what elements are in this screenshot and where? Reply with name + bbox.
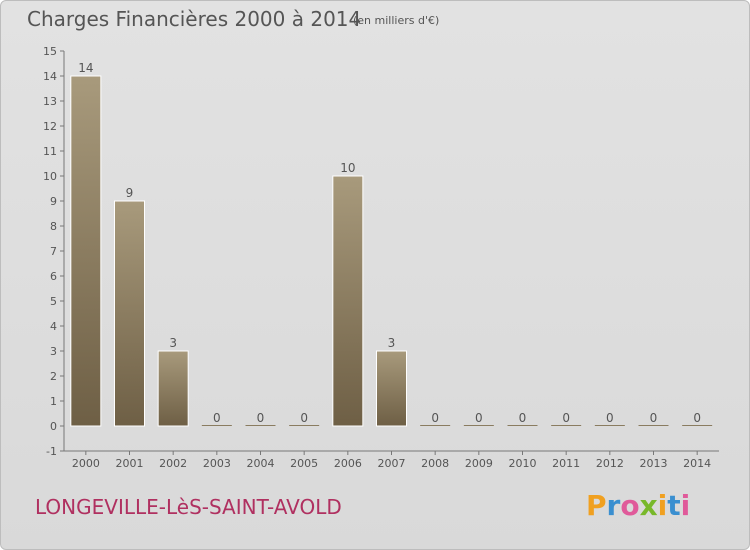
chart-labels: 2000 14 2001 9 2002 3 2003 0 2004 0 2005 0 2006 10 200… xyxy=(72,61,711,470)
logo-letter: i xyxy=(680,489,691,522)
y-tick-label: 11 xyxy=(43,145,57,158)
bar-2010 xyxy=(507,425,538,426)
logo-letter: o xyxy=(620,489,640,522)
y-tick-label: 7 xyxy=(50,245,57,258)
y-tick-label: 12 xyxy=(43,120,57,133)
y-tick-label: 1 xyxy=(50,395,57,408)
data-label-2004: 0 xyxy=(257,411,265,425)
data-label-2008: 0 xyxy=(431,411,439,425)
x-tick-label: 2006 xyxy=(334,457,362,470)
data-label-2010: 0 xyxy=(519,411,527,425)
data-label-2014: 0 xyxy=(693,411,701,425)
logo-letter: i xyxy=(657,489,668,522)
x-tick-label: 2001 xyxy=(116,457,144,470)
bar-2006 xyxy=(332,175,364,427)
y-tick-label: 0 xyxy=(50,420,57,433)
bar-2000 xyxy=(70,75,102,427)
chart-bars xyxy=(70,75,713,427)
chart-title: Charges Financières 2000 à 2014 xyxy=(27,7,362,31)
bar-2004 xyxy=(245,425,276,426)
logo-letter: P xyxy=(586,489,607,522)
x-tick-label: 2007 xyxy=(378,457,406,470)
commune-name: LONGEVILLE-LèS-SAINT-AVOLD xyxy=(35,495,342,519)
y-tick-label: 10 xyxy=(43,170,57,183)
x-tick-label: 2002 xyxy=(159,457,187,470)
bar-2003 xyxy=(201,425,232,426)
y-tick-label: 6 xyxy=(50,270,57,283)
logo-letter: r xyxy=(606,489,621,522)
x-tick-label: 2014 xyxy=(683,457,711,470)
chart-unit: (en milliers d'€) xyxy=(353,14,440,27)
bar-2013 xyxy=(638,425,669,426)
bar-2012 xyxy=(594,425,625,426)
x-tick-label: 2003 xyxy=(203,457,231,470)
x-tick-label: 2012 xyxy=(596,457,624,470)
data-label-2006: 10 xyxy=(340,161,355,175)
y-tick-label: 5 xyxy=(50,295,57,308)
bar-2001 xyxy=(114,200,145,427)
x-tick-label: 2010 xyxy=(509,457,537,470)
x-tick-label: 2009 xyxy=(465,457,493,470)
data-label-2013: 0 xyxy=(650,411,658,425)
y-tick-label: -1 xyxy=(46,445,57,458)
x-tick-label: 2000 xyxy=(72,457,100,470)
y-tick-label: 15 xyxy=(43,45,57,58)
y-tick-label: 14 xyxy=(43,70,57,83)
data-label-2001: 9 xyxy=(126,186,134,200)
data-label-2012: 0 xyxy=(606,411,614,425)
data-label-2005: 0 xyxy=(300,411,308,425)
y-tick-label: 8 xyxy=(50,220,57,233)
bar-2008 xyxy=(420,425,451,426)
data-label-2011: 0 xyxy=(562,411,570,425)
data-label-2003: 0 xyxy=(213,411,221,425)
x-tick-label: 2005 xyxy=(290,457,318,470)
data-label-2007: 3 xyxy=(388,336,396,350)
logo-letter: x xyxy=(639,489,658,522)
data-label-2000: 14 xyxy=(78,61,93,75)
y-tick-label: 2 xyxy=(50,370,57,383)
bar-2007 xyxy=(376,350,407,427)
x-tick-label: 2008 xyxy=(421,457,449,470)
x-tick-label: 2011 xyxy=(552,457,580,470)
y-tick-label: 3 xyxy=(50,345,57,358)
proxiti-logo: Proxiti xyxy=(586,489,690,522)
bar-2014 xyxy=(682,425,713,426)
bar-2011 xyxy=(551,425,582,426)
data-label-2002: 3 xyxy=(169,336,177,350)
logo-letter: t xyxy=(667,489,681,522)
bar-2009 xyxy=(463,425,494,426)
bar-2005 xyxy=(289,425,320,426)
x-tick-label: 2013 xyxy=(640,457,668,470)
y-tick-label: 9 xyxy=(50,195,57,208)
data-label-2009: 0 xyxy=(475,411,483,425)
bar-2002 xyxy=(157,350,189,427)
y-tick-label: 13 xyxy=(43,95,57,108)
x-tick-label: 2004 xyxy=(247,457,275,470)
y-tick-label: 4 xyxy=(50,320,57,333)
